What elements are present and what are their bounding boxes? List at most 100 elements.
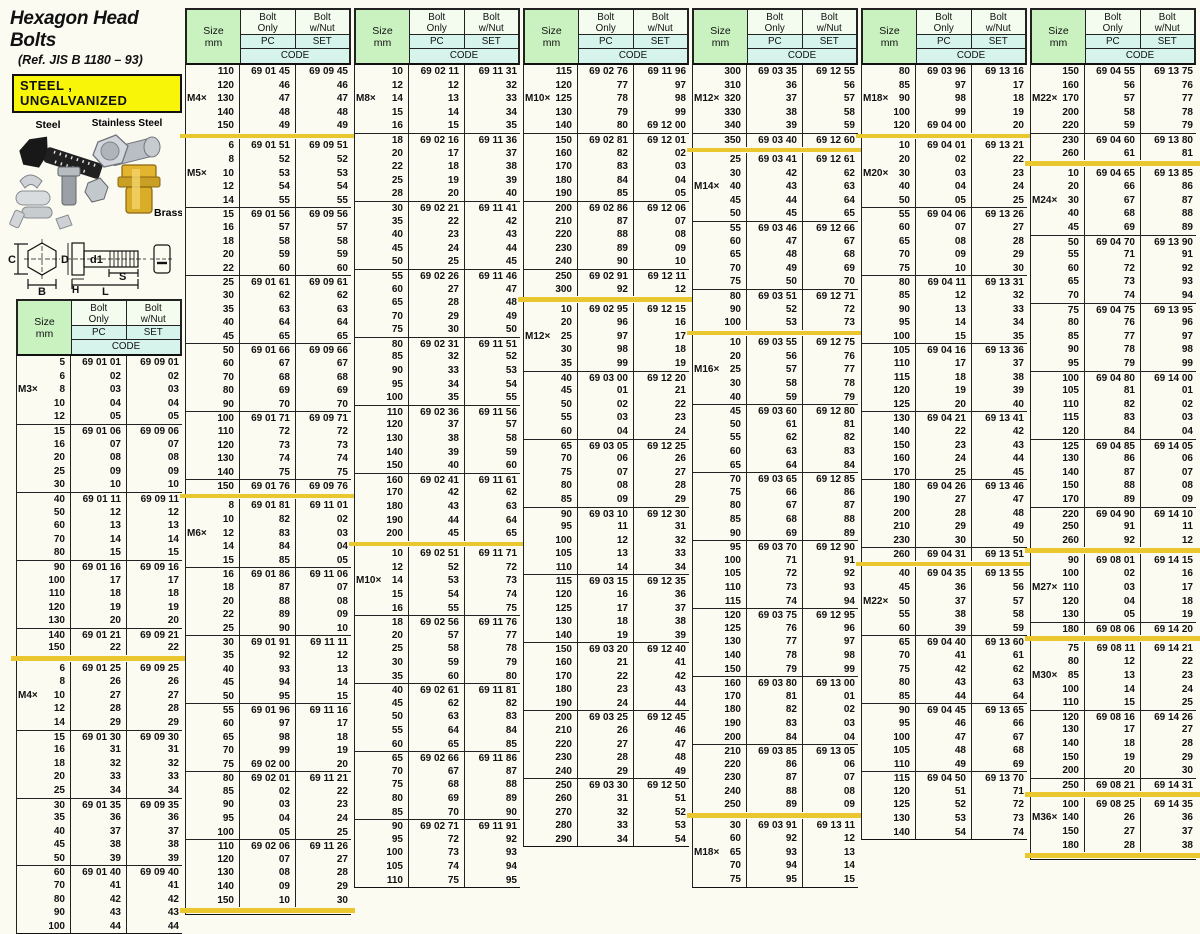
- size-cell: 110: [1031, 696, 1085, 710]
- size-cell: 40: [693, 390, 747, 405]
- table-row: 70 99 19: [186, 744, 351, 758]
- set-code-cell: 10: [674, 256, 686, 268]
- length-value: 120: [893, 385, 910, 397]
- table-row: 12 28 28: [17, 702, 182, 716]
- pc-code-cell: 33: [71, 770, 127, 784]
- set-code-cell: 68: [1012, 745, 1024, 757]
- set-code-cell: 35: [1012, 330, 1024, 342]
- set-code-cell: 07: [336, 581, 348, 593]
- table-row: 110 18 18: [17, 587, 182, 601]
- set-code-cell: 42: [167, 893, 179, 905]
- pc-code-cell: 90: [240, 621, 296, 636]
- length-value: 150: [217, 481, 234, 493]
- table-row: 95 79 99: [1031, 356, 1196, 371]
- pc-code-cell: 37: [409, 418, 465, 433]
- length-value: 90: [898, 93, 910, 105]
- size-cell: 105: [355, 859, 409, 874]
- table-row: 25 58 78: [355, 642, 520, 657]
- table-row: 90 69 01 16 69 09 16: [17, 559, 182, 574]
- size-cell: 70: [693, 859, 747, 873]
- table-row: 170 25 45: [862, 465, 1027, 480]
- table-row: 100 99 19: [862, 105, 1027, 120]
- pc-code-cell: 20: [71, 614, 127, 628]
- pc-code-cell: 43: [71, 906, 127, 920]
- size-cell: 16: [355, 119, 409, 133]
- size-cell: 20: [355, 628, 409, 643]
- length-value: 210: [555, 215, 572, 227]
- size-cell: M8× 14: [355, 92, 409, 106]
- size-cell: 70: [862, 248, 916, 262]
- length-value: 40: [53, 493, 65, 505]
- size-cell: 90: [355, 820, 409, 833]
- length-value: 240: [555, 765, 572, 777]
- set-code-cell: 40: [1012, 398, 1024, 410]
- size-cell: 110: [355, 405, 409, 419]
- size-cell: 55: [862, 208, 916, 222]
- set-code-cell: 43: [1012, 439, 1024, 451]
- set-code-cell: 68: [336, 371, 348, 383]
- pc-code-cell: 19: [1085, 750, 1141, 765]
- set-code-cell: 69 13 36: [985, 345, 1024, 357]
- pc-code-cell: 39: [409, 445, 465, 460]
- size-cell: M12× 320: [693, 92, 747, 106]
- yellow-separator: [687, 813, 862, 818]
- table-row: 20 08 08: [17, 451, 182, 465]
- pc-code-cell: 69 08 25: [1085, 797, 1141, 812]
- set-code-cell: 47: [1012, 493, 1024, 505]
- length-value: 160: [1062, 79, 1079, 91]
- size-cell: 100: [17, 573, 71, 588]
- pc-code-cell: 23: [409, 228, 465, 242]
- size-header-line2: mm: [880, 36, 899, 49]
- table-row: 260 31 51: [524, 791, 689, 806]
- length-value: 30: [391, 202, 403, 214]
- table-row: 40 69 04 35 69 13 55: [862, 567, 1027, 581]
- size-column-header: Size mm: [525, 10, 579, 63]
- table-row: 190 85 05: [524, 187, 689, 201]
- set-code-cell: 69 13 00: [816, 678, 855, 690]
- pc-code-cell: 27: [916, 492, 972, 507]
- length-value: 95: [729, 542, 741, 554]
- size-cell: 45: [186, 329, 240, 344]
- size-cell: 100: [693, 316, 747, 330]
- pc-code-cell: 63: [409, 710, 465, 724]
- pc-code-cell: 25: [409, 255, 465, 269]
- size-cell: 25: [693, 153, 747, 167]
- table-row: 55 69 03 46 69 12 66: [693, 221, 858, 235]
- table-row: 190 24 44: [524, 696, 689, 711]
- table-row: 200 58 78: [1031, 105, 1196, 120]
- yellow-separator: [1025, 636, 1200, 641]
- length-value: 130: [555, 616, 572, 628]
- thread-size-label: M22×: [863, 595, 889, 607]
- code-header: CODE: [917, 49, 1025, 63]
- pc-code-cell: 17: [71, 573, 127, 588]
- size-cell: 100: [693, 553, 747, 568]
- size-cell: 75: [862, 261, 916, 276]
- size-cell: 250: [693, 798, 747, 813]
- length-value: 16: [222, 222, 234, 234]
- set-code-cell: 69 12 25: [647, 440, 686, 452]
- thread-size-label: M30×: [1032, 670, 1058, 682]
- pc-code-cell: 84: [578, 173, 634, 188]
- code-header: CODE: [72, 340, 180, 354]
- table-row: 12 12 32: [355, 78, 520, 93]
- unit-header-row: PC SET: [410, 35, 518, 49]
- pc-code-cell: 22: [409, 214, 465, 229]
- size-cell: 65: [693, 458, 747, 473]
- pc-code-cell: 67: [747, 499, 803, 513]
- size-cell: 50: [186, 689, 240, 704]
- bolt-only-line1: Bolt: [428, 12, 446, 23]
- length-value: 140: [555, 629, 572, 641]
- set-code-cell: 60: [336, 262, 348, 274]
- thread-size-label: M27×: [1032, 581, 1058, 593]
- set-header: SET: [1140, 35, 1194, 49]
- table-row: 140 39 59: [355, 445, 520, 460]
- table-row: 60 13 13: [17, 519, 182, 533]
- size-cell: M16× 25: [693, 363, 747, 378]
- size-cell: 160: [524, 146, 578, 161]
- pc-code-cell: 54: [916, 825, 972, 840]
- size-cell: 40: [1031, 207, 1085, 222]
- table-row: 75 69 08 11 69 14 21: [1031, 641, 1196, 656]
- set-code-cell: 32: [167, 757, 179, 769]
- table-row: 18 87 07: [186, 580, 351, 595]
- length-value: 230: [893, 534, 910, 546]
